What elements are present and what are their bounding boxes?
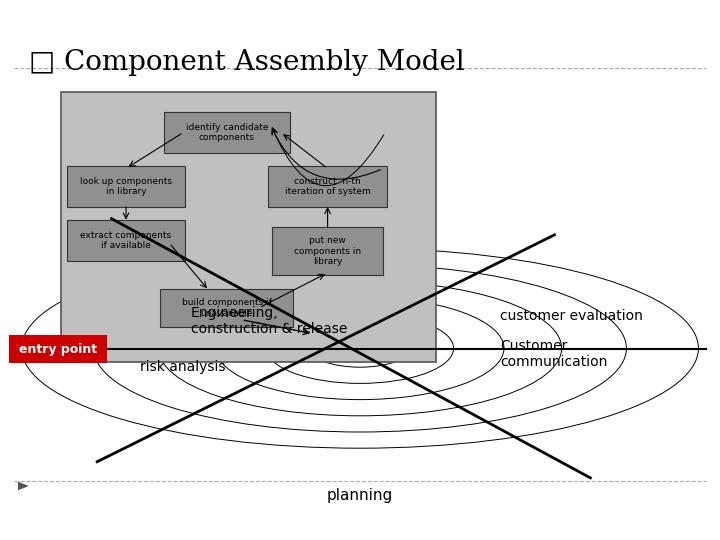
Text: customer evaluation: customer evaluation — [500, 309, 643, 323]
Text: □ Component Assembly Model: □ Component Assembly Model — [29, 49, 464, 76]
FancyBboxPatch shape — [160, 289, 294, 327]
Text: Customer
communication: Customer communication — [500, 339, 608, 369]
Text: construct  n-th
iteration of system: construct n-th iteration of system — [284, 177, 371, 196]
FancyBboxPatch shape — [9, 335, 107, 363]
FancyBboxPatch shape — [66, 166, 186, 206]
Text: look up components
in library: look up components in library — [80, 177, 172, 196]
Text: Engineering,
construction & release: Engineering, construction & release — [191, 306, 347, 336]
FancyBboxPatch shape — [66, 220, 186, 260]
Text: identify candidate
components: identify candidate components — [186, 123, 268, 142]
FancyBboxPatch shape — [61, 92, 436, 362]
FancyBboxPatch shape — [268, 166, 387, 206]
Text: extract components
if available: extract components if available — [81, 231, 171, 250]
FancyBboxPatch shape — [163, 112, 289, 152]
Text: entry point: entry point — [19, 343, 97, 356]
Text: put new
components in
library: put new components in library — [294, 236, 361, 266]
Text: planning: planning — [327, 488, 393, 503]
FancyBboxPatch shape — [272, 227, 383, 275]
Polygon shape — [18, 482, 29, 490]
Text: build components if
unavailable: build components if unavailable — [181, 298, 272, 318]
Text: risk analysis: risk analysis — [140, 360, 226, 374]
